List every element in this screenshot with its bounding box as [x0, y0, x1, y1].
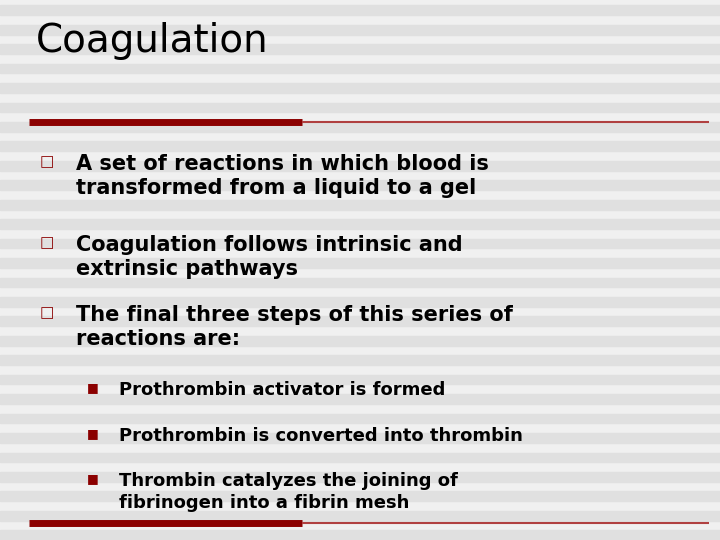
- Bar: [0, 161, 720, 171]
- Text: ■: ■: [86, 472, 98, 485]
- Text: Coagulation: Coagulation: [36, 22, 269, 59]
- Text: ■: ■: [86, 381, 98, 394]
- Bar: [0, 44, 720, 54]
- Bar: [0, 180, 720, 190]
- Bar: [0, 5, 720, 15]
- Bar: [0, 530, 720, 540]
- Bar: [0, 297, 720, 307]
- Bar: [0, 239, 720, 248]
- Bar: [0, 103, 720, 112]
- Bar: [0, 64, 720, 73]
- Bar: [0, 278, 720, 287]
- Text: □: □: [40, 154, 54, 169]
- Text: Prothrombin is converted into thrombin: Prothrombin is converted into thrombin: [119, 427, 523, 444]
- Bar: [0, 336, 720, 346]
- Bar: [0, 141, 720, 151]
- Text: The final three steps of this series of
reactions are:: The final three steps of this series of …: [76, 305, 513, 349]
- Bar: [0, 375, 720, 384]
- Text: □: □: [40, 305, 54, 320]
- Bar: [0, 316, 720, 326]
- Bar: [0, 219, 720, 229]
- Bar: [0, 511, 720, 521]
- Bar: [0, 394, 720, 404]
- Bar: [0, 414, 720, 423]
- Text: ■: ■: [86, 427, 98, 440]
- Text: Coagulation follows intrinsic and
extrinsic pathways: Coagulation follows intrinsic and extrin…: [76, 235, 462, 279]
- Bar: [0, 122, 720, 132]
- Bar: [0, 472, 720, 482]
- Bar: [0, 83, 720, 93]
- Bar: [0, 433, 720, 443]
- Text: Thrombin catalyzes the joining of
fibrinogen into a fibrin mesh: Thrombin catalyzes the joining of fibrin…: [119, 472, 458, 512]
- Text: □: □: [40, 235, 54, 250]
- Text: A set of reactions in which blood is
transformed from a liquid to a gel: A set of reactions in which blood is tra…: [76, 154, 488, 198]
- Bar: [0, 200, 720, 210]
- Bar: [0, 491, 720, 501]
- Bar: [0, 355, 720, 365]
- Bar: [0, 258, 720, 268]
- Bar: [0, 453, 720, 462]
- Bar: [0, 25, 720, 35]
- Text: Prothrombin activator is formed: Prothrombin activator is formed: [119, 381, 445, 399]
